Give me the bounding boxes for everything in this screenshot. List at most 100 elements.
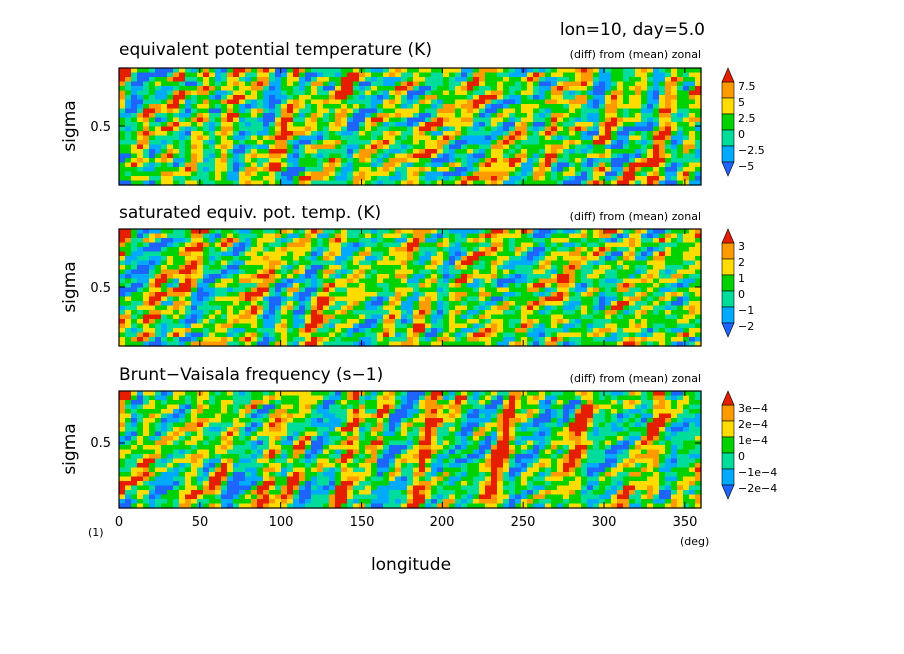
heatmap-cell: [239, 301, 246, 307]
heatmap-cell: [563, 242, 570, 248]
heatmap-cell: [131, 337, 138, 343]
heatmap-cell: [233, 117, 240, 123]
heatmap-cell: [551, 247, 558, 253]
heatmap-cell: [599, 108, 606, 114]
heatmap-cell: [197, 117, 204, 123]
heatmap-cell: [281, 77, 288, 83]
heatmap-cell: [269, 323, 276, 329]
heatmap-cell: [221, 314, 228, 320]
heatmap-cell: [341, 233, 348, 239]
heatmap-cell: [209, 314, 216, 320]
heatmap-cell: [527, 176, 534, 182]
heatmap-cell: [551, 332, 558, 338]
heatmap-cell: [335, 95, 342, 101]
heatmap-cell: [449, 310, 456, 316]
heatmap-cell: [617, 99, 624, 105]
heatmap-cell: [335, 274, 342, 280]
heatmap-cell: [443, 162, 450, 168]
heatmap-cell: [119, 144, 126, 150]
heatmap-cell: [485, 144, 492, 150]
heatmap-cell: [425, 140, 432, 146]
heatmap-cell: [131, 296, 138, 302]
heatmap-cell: [593, 180, 600, 186]
heatmap-cell: [695, 104, 702, 110]
heatmap-cell: [581, 301, 588, 307]
heatmap-cell: [221, 233, 228, 239]
heatmap-cell: [275, 104, 282, 110]
heatmap-cell: [179, 332, 186, 338]
heatmap-cell: [689, 256, 696, 262]
heatmap-cell: [395, 108, 402, 114]
heatmap-cell: [623, 122, 630, 128]
heatmap-cell: [515, 328, 522, 334]
heatmap-cell: [311, 233, 318, 239]
heatmap-cell: [287, 68, 294, 74]
heatmap-cell: [659, 319, 666, 325]
heatmap-cell: [323, 140, 330, 146]
heatmap-cell: [563, 247, 570, 253]
heatmap-cell: [443, 287, 450, 293]
heatmap-cell: [647, 86, 654, 92]
heatmap-cell: [509, 81, 516, 87]
heatmap-cell: [209, 260, 216, 266]
heatmap-cell: [461, 171, 468, 177]
heatmap-cell: [617, 158, 624, 164]
heatmap-cell: [563, 305, 570, 311]
heatmap-cell: [329, 153, 336, 159]
heatmap-cell: [179, 99, 186, 105]
heatmap-cell: [353, 229, 360, 235]
heatmap-cell: [365, 72, 372, 78]
heatmap-cell: [353, 153, 360, 159]
heatmap-cell: [305, 149, 312, 155]
heatmap-cell: [371, 310, 378, 316]
heatmap-cell: [461, 162, 468, 168]
heatmap-cell: [137, 233, 144, 239]
heatmap-cell: [407, 265, 414, 271]
heatmap-cell: [509, 328, 516, 334]
heatmap-cell: [629, 242, 636, 248]
heatmap-cell: [611, 113, 618, 119]
heatmap-cell: [485, 229, 492, 235]
heatmap-cell: [215, 95, 222, 101]
heatmap-cell: [413, 328, 420, 334]
heatmap-cell: [425, 113, 432, 119]
heatmap-cell: [125, 269, 132, 275]
heatmap-cell: [545, 328, 552, 334]
heatmap-cell: [653, 328, 660, 334]
heatmap-cell: [689, 113, 696, 119]
heatmap-cell: [599, 287, 606, 293]
heatmap-cell: [179, 310, 186, 316]
heatmap-cell: [251, 337, 258, 343]
heatmap-cell: [143, 68, 150, 74]
heatmap-cell: [173, 314, 180, 320]
heatmap-cell: [293, 247, 300, 253]
heatmap-cell: [131, 162, 138, 168]
heatmap-cell: [455, 260, 462, 266]
heatmap-cell: [689, 310, 696, 316]
heatmap-cell: [431, 104, 438, 110]
heatmap-cell: [527, 238, 534, 244]
heatmap-cell: [191, 323, 198, 329]
heatmap-cell: [257, 72, 264, 78]
heatmap-cell: [407, 135, 414, 141]
heatmap-cell: [509, 86, 516, 92]
heatmap-cell: [575, 77, 582, 83]
heatmap-cell: [515, 77, 522, 83]
heatmap-cell: [275, 126, 282, 132]
heatmap-cell: [383, 278, 390, 284]
heatmap-cell: [689, 229, 696, 235]
heatmap-cell: [587, 72, 594, 78]
heatmap-cell: [179, 162, 186, 168]
heatmap-cell: [677, 140, 684, 146]
heatmap-cell: [209, 162, 216, 168]
heatmap-cell: [695, 149, 702, 155]
heatmap-cell: [173, 131, 180, 137]
heatmap-cell: [269, 158, 276, 164]
heatmap-cell: [383, 68, 390, 74]
heatmap-cell: [413, 144, 420, 150]
heatmap-cell: [227, 310, 234, 316]
heatmap-cell: [329, 122, 336, 128]
heatmap-cell: [299, 260, 306, 266]
heatmap-cell: [635, 135, 642, 141]
heatmap-cell: [569, 77, 576, 83]
